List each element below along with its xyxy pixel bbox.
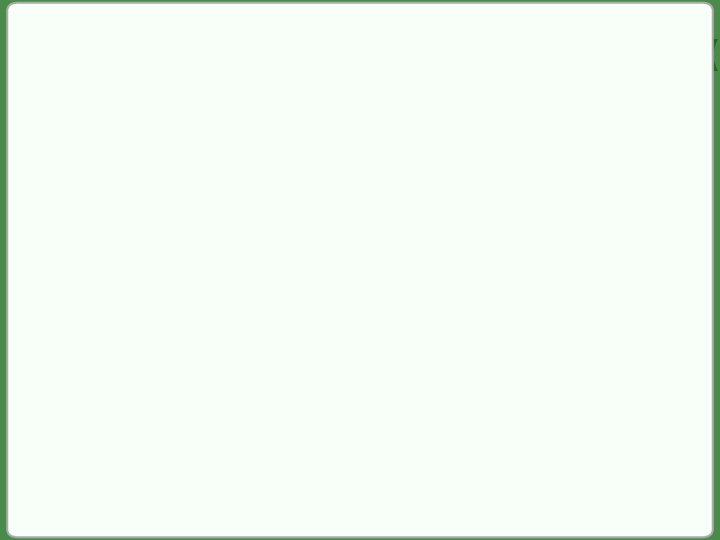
Text: ↶: ↶ <box>59 297 80 321</box>
Text: ↶: ↶ <box>113 186 132 210</box>
Text: Data movement and synchronization: Data movement and synchronization <box>197 429 610 449</box>
Text: ↶: ↶ <box>113 384 132 409</box>
Text: Power cell element for control tasks: Power cell element for control tasks <box>161 186 584 210</box>
Text: Cells:  heterogeneous multi-core system
    architecture: Cells: heterogeneous multi-core system a… <box>107 114 678 168</box>
Text: Synergistic Memory Flow Control (MFC): Synergistic Memory Flow Control (MFC) <box>161 384 626 409</box>
Text: ↶: ↶ <box>113 343 132 367</box>
Text: Synergistic Processor Unit (SPU): Synergistic Processor Unit (SPU) <box>161 343 541 367</box>
Text: Synergistic Processing Elements for data-
intensive processing: Synergistic Processing Elements for data… <box>161 230 652 285</box>
Text: Synergistic Processing Element (SPE): Synergistic Processing Element (SPE) <box>49 39 720 73</box>
Text: Interface to high-performance Element
Interconnect Bus (EIB): Interface to high-performance Element In… <box>197 477 632 523</box>
Text: ↶: ↶ <box>113 230 132 254</box>
Text: ↶: ↶ <box>150 477 168 497</box>
Text: ↶: ↶ <box>150 429 168 449</box>
Text: Each SPE: Each SPE <box>107 297 235 321</box>
Text: ↶: ↶ <box>59 114 80 138</box>
